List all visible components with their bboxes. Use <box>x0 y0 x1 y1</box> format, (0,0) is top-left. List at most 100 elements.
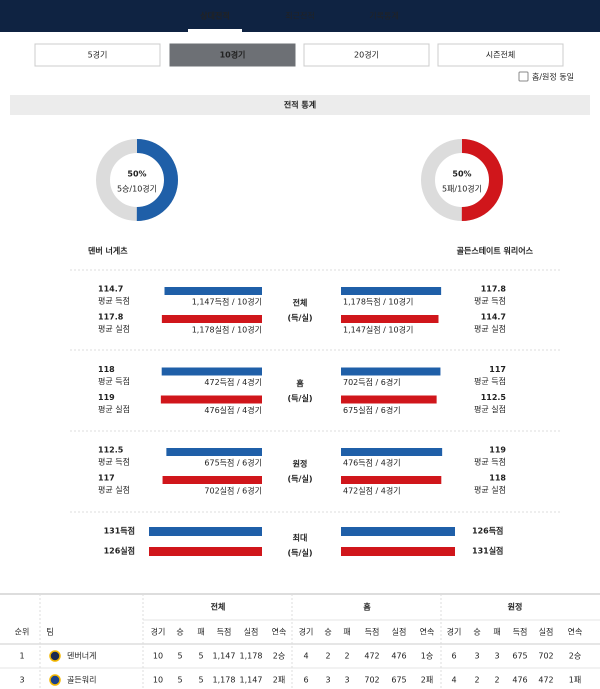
table-cell: 472 <box>538 676 553 685</box>
stat-label: 홈 <box>296 378 304 388</box>
avg-value: 119 <box>489 446 506 455</box>
table-header: 패 <box>343 627 350 637</box>
bar-text: 702득점 / 6경기 <box>343 377 401 387</box>
table-cell: 1,178 <box>240 652 263 661</box>
bar-text: 1,147득점 / 10경기 <box>192 297 262 307</box>
active-tab-underline <box>188 29 242 32</box>
table-cell: 6 <box>303 676 308 685</box>
table-header: 득점 <box>513 627 528 637</box>
table-cell: 4 <box>451 676 456 685</box>
team-logo <box>49 674 61 686</box>
avg-name: 평균 득점 <box>474 457 506 467</box>
stat-bar <box>164 287 262 295</box>
filter-button[interactable] <box>437 43 564 67</box>
avg-name: 평균 실점 <box>474 324 506 334</box>
table-group: 전체 <box>211 602 226 612</box>
table-cell: 2패 <box>273 675 285 685</box>
bar-text: 472실점 / 4경기 <box>343 486 401 496</box>
table-cell: 1패 <box>569 675 581 685</box>
stat-bar <box>341 395 437 404</box>
table-cell: 덴버너게 <box>67 651 96 661</box>
table-header: 패 <box>197 627 204 637</box>
table-cell: 702 <box>364 676 379 685</box>
max-value: 126득점 <box>472 526 503 536</box>
table-cell: 1,147 <box>213 652 236 661</box>
stat-label: 최대 <box>293 533 308 543</box>
bar-text: 476실점 / 4경기 <box>204 405 262 415</box>
table-cell: 2 <box>325 652 330 661</box>
filter-button[interactable] <box>303 43 430 67</box>
table-cell: 472 <box>364 652 379 661</box>
table-header: 득점 <box>217 627 232 637</box>
stat-bar <box>341 476 442 484</box>
table-header: 승 <box>176 628 183 637</box>
avg-value: 117 <box>489 365 506 374</box>
team-logo <box>49 650 61 662</box>
table-header: 연속 <box>568 628 583 637</box>
table-cell: 3 <box>19 676 24 685</box>
avg-name: 평균 실점 <box>474 404 506 414</box>
bar-text: 675실점 / 6경기 <box>343 405 401 415</box>
nav-tab: 최근전적 <box>285 11 314 21</box>
filter-button-label: 10경기 <box>220 50 246 60</box>
stat-label: 원정 <box>293 459 308 469</box>
max-value: 131실점 <box>472 546 503 556</box>
donut-arc <box>96 139 178 221</box>
table-cell: 골든워리 <box>67 676 96 685</box>
table-cell: 1,178 <box>213 676 236 685</box>
avg-name: 평균 실점 <box>98 404 130 414</box>
table-cell: 1,147 <box>240 676 263 685</box>
max-bar <box>341 527 455 536</box>
table-header: 순위 <box>15 628 30 637</box>
avg-name: 평균 득점 <box>98 296 130 306</box>
filter-button[interactable] <box>169 43 296 67</box>
filter-button-label: 시즌전체 <box>486 50 515 60</box>
avg-value: 119 <box>98 393 115 402</box>
avg-value: 117.8 <box>98 313 124 322</box>
team-name: 덴버 너게츠 <box>88 246 128 256</box>
bar-text: 1,147실점 / 10경기 <box>343 325 413 335</box>
table-cell: 5 <box>177 652 182 661</box>
donut-arc <box>421 139 503 221</box>
table-header: 실점 <box>392 627 407 637</box>
table-cell: 476 <box>512 676 527 685</box>
stat-sub: (득/실) <box>288 548 313 558</box>
bar-text: 675득점 / 6경기 <box>204 458 262 468</box>
table-cell: 2 <box>474 676 479 685</box>
table-cell: 10 <box>153 676 163 685</box>
bar-text: 476득점 / 4경기 <box>343 458 401 468</box>
donut-record: 5패/10경기 <box>442 184 482 194</box>
section-title: 전적 통계 <box>284 100 316 110</box>
table-cell: 6 <box>451 652 456 661</box>
max-bar <box>149 547 262 556</box>
stat-bar <box>341 287 442 295</box>
team-name: 골든스테이트 워리어스 <box>457 246 534 256</box>
stat-sub: (득/실) <box>288 313 313 323</box>
avg-value: 112.5 <box>98 446 124 455</box>
table-cell: 2 <box>344 652 349 661</box>
table-cell: 2승 <box>273 652 285 661</box>
stat-bar <box>161 315 262 323</box>
section-header <box>10 95 590 115</box>
nav-bar <box>0 0 600 32</box>
filter-button[interactable] <box>34 43 161 67</box>
table-cell: 10 <box>153 652 163 661</box>
table-cell: 476 <box>391 652 406 661</box>
table-header: 승 <box>324 628 331 637</box>
table-cell: 1승 <box>421 652 433 661</box>
stat-bar <box>160 395 262 404</box>
stat-bar <box>341 367 441 376</box>
table-header: 경기 <box>447 627 462 637</box>
checkbox[interactable] <box>518 71 529 82</box>
stat-bar <box>166 448 262 456</box>
stat-bar <box>162 476 262 484</box>
avg-name: 평균 실점 <box>98 485 130 495</box>
table-cell: 2 <box>494 676 499 685</box>
avg-value: 117 <box>98 474 115 483</box>
bar-text: 1,178득점 / 10경기 <box>343 297 413 307</box>
table-cell: 3 <box>494 652 499 661</box>
table-cell: 2승 <box>569 652 581 661</box>
avg-name: 평균 득점 <box>474 296 506 306</box>
stat-sub: (득/실) <box>288 393 313 403</box>
table-cell: 3 <box>474 652 479 661</box>
